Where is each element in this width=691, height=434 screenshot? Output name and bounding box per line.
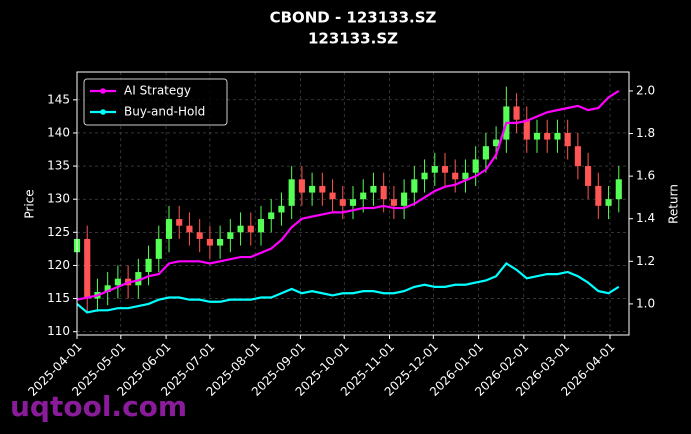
candle-body xyxy=(206,238,213,246)
candle-body xyxy=(370,185,377,193)
y-tick-label: 140 xyxy=(47,125,70,139)
series-line xyxy=(76,261,620,314)
legend-marker xyxy=(100,88,106,94)
legend-box xyxy=(83,78,228,126)
candle-body xyxy=(401,192,408,206)
y-tick-label: 115 xyxy=(47,291,70,305)
y2-axis-label: Return xyxy=(667,184,681,224)
candle-body xyxy=(186,225,193,233)
candle-body xyxy=(237,225,244,233)
y2-tick-label: 2.0 xyxy=(636,83,655,97)
candle-body xyxy=(176,219,183,226)
candle-body xyxy=(84,238,91,299)
candle-body xyxy=(135,272,142,286)
y-axis-label: Price xyxy=(23,189,37,218)
candle-body xyxy=(114,278,121,286)
candle-body xyxy=(452,172,459,180)
candle-body xyxy=(288,179,295,206)
candle-body xyxy=(196,232,203,239)
candle-body xyxy=(155,238,162,259)
candle-body xyxy=(165,219,173,239)
candle-body xyxy=(585,166,592,186)
candle-body xyxy=(268,212,275,220)
legend-label: AI Strategy xyxy=(124,84,191,98)
candle-body xyxy=(513,106,520,120)
y-tick-label: 125 xyxy=(47,225,70,239)
candle-body xyxy=(421,172,428,180)
y2-tick-label: 1.4 xyxy=(636,211,655,225)
watermark: uqtool.com xyxy=(10,390,187,423)
candle-body xyxy=(227,232,234,239)
candle-body xyxy=(298,179,305,193)
y-tick-label: 110 xyxy=(47,324,70,338)
candle-body xyxy=(615,179,622,200)
legend-label: Buy-and-Hold xyxy=(124,105,205,119)
plot-frame xyxy=(76,71,630,336)
y-tick-label: 120 xyxy=(47,258,70,272)
candle-body xyxy=(431,166,438,173)
candle-body xyxy=(411,179,418,193)
candle-body xyxy=(462,172,469,180)
candle-body xyxy=(319,185,326,193)
candle-body xyxy=(554,132,561,140)
y-tick-label: 135 xyxy=(47,159,70,173)
candle-body xyxy=(247,225,254,233)
candle-body xyxy=(605,199,612,206)
candle-body xyxy=(441,166,449,173)
candle-body xyxy=(472,159,479,173)
candle-body xyxy=(349,199,357,206)
chart-title: CBOND - 123133.SZ xyxy=(270,9,437,27)
candle-body xyxy=(278,205,285,213)
candle-body xyxy=(482,146,489,160)
candle-body xyxy=(574,146,581,167)
y2-tick-label: 1.0 xyxy=(636,296,655,310)
candle-body xyxy=(360,192,367,200)
candle-body xyxy=(217,238,224,246)
candle-body xyxy=(104,285,111,292)
y2-tick-label: 1.8 xyxy=(636,126,655,140)
legend-marker xyxy=(100,109,106,115)
candle-body xyxy=(595,185,602,206)
candle-body xyxy=(329,192,336,200)
candle-body xyxy=(523,119,530,140)
y-tick-label: 145 xyxy=(47,92,70,106)
candle-body xyxy=(564,132,571,147)
candle-body xyxy=(533,132,541,140)
candle-body xyxy=(493,139,500,147)
series-line xyxy=(76,90,620,301)
y-tick-label: 130 xyxy=(47,192,70,206)
candle-body xyxy=(257,219,265,233)
candle-body xyxy=(339,199,346,206)
y2-tick-label: 1.2 xyxy=(636,254,655,268)
candle-body xyxy=(309,185,316,193)
candle-body xyxy=(390,199,397,206)
candle-body xyxy=(544,132,551,140)
candle-body xyxy=(380,185,387,200)
candle-body xyxy=(145,258,152,273)
y2-tick-label: 1.6 xyxy=(636,169,655,183)
chart-subtitle: 123133.SZ xyxy=(308,30,398,48)
